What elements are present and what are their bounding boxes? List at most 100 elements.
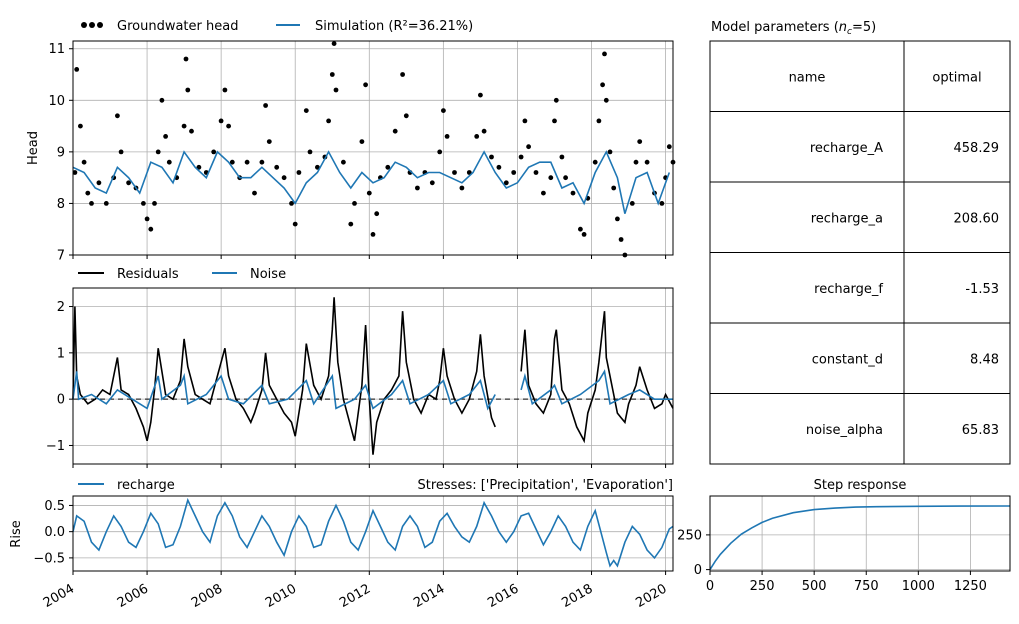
ytick-label: 8 — [57, 197, 65, 212]
head-point — [615, 216, 620, 222]
head-point — [602, 51, 607, 57]
head-point — [352, 201, 357, 206]
step-axes-frame — [709, 495, 1011, 572]
head-point — [366, 190, 372, 196]
step-xtick-labels: 0 250 500 750 1000 1250 — [706, 571, 987, 594]
table-param-name: recharge_f — [814, 282, 883, 297]
head-point — [452, 170, 457, 175]
head-point — [263, 103, 268, 108]
residuals-panel: −1 0 1 2 Residuals Noise — [46, 267, 674, 468]
head-point — [578, 226, 583, 232]
ytick-label: 9 — [57, 145, 65, 160]
ytick-label: 2 — [57, 300, 65, 315]
head-point — [181, 123, 187, 129]
residuals-xtick-marks — [72, 464, 667, 468]
legend-head-marker-1 — [81, 22, 87, 28]
table-param-value: 208.60 — [954, 211, 1000, 226]
table-header-optimal: optimal — [932, 70, 981, 85]
table-cell — [709, 111, 905, 183]
head-point — [596, 118, 602, 124]
head-point — [466, 170, 472, 175]
legend-recharge: recharge — [117, 478, 175, 493]
legend-residuals: Residuals — [117, 267, 179, 282]
head-point — [144, 216, 150, 222]
table-cell — [709, 322, 905, 394]
head-point — [189, 128, 194, 134]
head-point — [222, 87, 228, 93]
table-title-subscript: c — [847, 27, 852, 37]
head-point — [400, 72, 405, 77]
head-point — [603, 97, 609, 103]
groundwater-head-series — [72, 41, 676, 258]
head-point — [78, 123, 83, 129]
table-cell — [903, 40, 1011, 112]
head-ylabel: Head — [26, 131, 41, 165]
ytick-label: 0 — [694, 563, 702, 578]
recharge-line — [72, 497, 674, 568]
head-axes-frame — [72, 40, 674, 256]
head-point — [333, 87, 339, 93]
head-point — [166, 159, 172, 165]
ytick-label: 250 — [677, 528, 702, 543]
head-point — [392, 128, 398, 134]
table-param-name: noise_alpha — [806, 423, 883, 438]
xtick-label: 1250 — [954, 579, 987, 594]
head-point — [211, 149, 217, 155]
head-point — [315, 164, 320, 170]
residuals-legend: Residuals Noise — [78, 267, 286, 282]
legend-groundwater-head: Groundwater head — [117, 19, 238, 34]
xtick-label: 2018 — [559, 581, 595, 611]
head-point — [522, 118, 528, 124]
table-title: Model parameters (nc=5) — [711, 20, 876, 37]
head-point — [74, 67, 80, 72]
head-point — [331, 41, 337, 46]
step-title: Step response — [814, 478, 907, 493]
head-point — [659, 201, 665, 206]
head-point — [592, 159, 598, 165]
head-point — [637, 139, 643, 145]
head-point — [152, 201, 157, 206]
head-point — [329, 72, 335, 77]
ytick-label: 0.5 — [44, 499, 65, 514]
head-legend: Groundwater head Simulation (R²=36.21%) — [81, 19, 473, 34]
head-point — [159, 97, 165, 103]
head-panel: 7 8 9 10 11 Head Groundwater head Simulation… — [26, 19, 676, 264]
ytick-label: 0 — [57, 393, 65, 408]
head-point — [511, 170, 517, 175]
head-point — [226, 123, 232, 129]
ytick-label: −0.5 — [33, 551, 65, 566]
head-point — [148, 226, 154, 232]
ytick-label: 11 — [48, 42, 65, 57]
head-point — [600, 82, 605, 88]
noise-line — [72, 369, 673, 411]
step-gridlines — [709, 496, 1010, 571]
head-point — [326, 118, 331, 124]
xtick-label: 500 — [802, 579, 827, 594]
head-point — [611, 185, 617, 191]
head-point — [348, 221, 354, 227]
head-point — [415, 185, 420, 191]
head-point — [266, 139, 272, 145]
xtick-label: 2008 — [189, 581, 225, 611]
legend-simulation: Simulation (R²=36.21%) — [315, 19, 473, 34]
residuals-line — [72, 297, 674, 455]
head-point — [183, 56, 189, 62]
head-point — [363, 82, 368, 88]
head-point — [385, 164, 391, 170]
stress-ylabel: Rise — [9, 520, 24, 547]
head-point — [518, 154, 524, 160]
head-point — [441, 108, 446, 113]
head-point — [552, 118, 557, 124]
head-point — [607, 149, 613, 155]
head-gridlines — [72, 41, 673, 256]
head-point — [244, 159, 250, 165]
table-header-name: name — [789, 70, 826, 85]
head-point — [503, 180, 509, 186]
head-point — [489, 154, 494, 160]
xtick-label: 2010 — [263, 581, 299, 611]
ytick-label: 7 — [57, 249, 65, 264]
xtick-label: 2020 — [633, 581, 669, 611]
xtick-label: 0 — [706, 579, 714, 594]
legend-head-marker-2 — [89, 22, 95, 28]
table-param-value: -1.53 — [965, 282, 999, 297]
